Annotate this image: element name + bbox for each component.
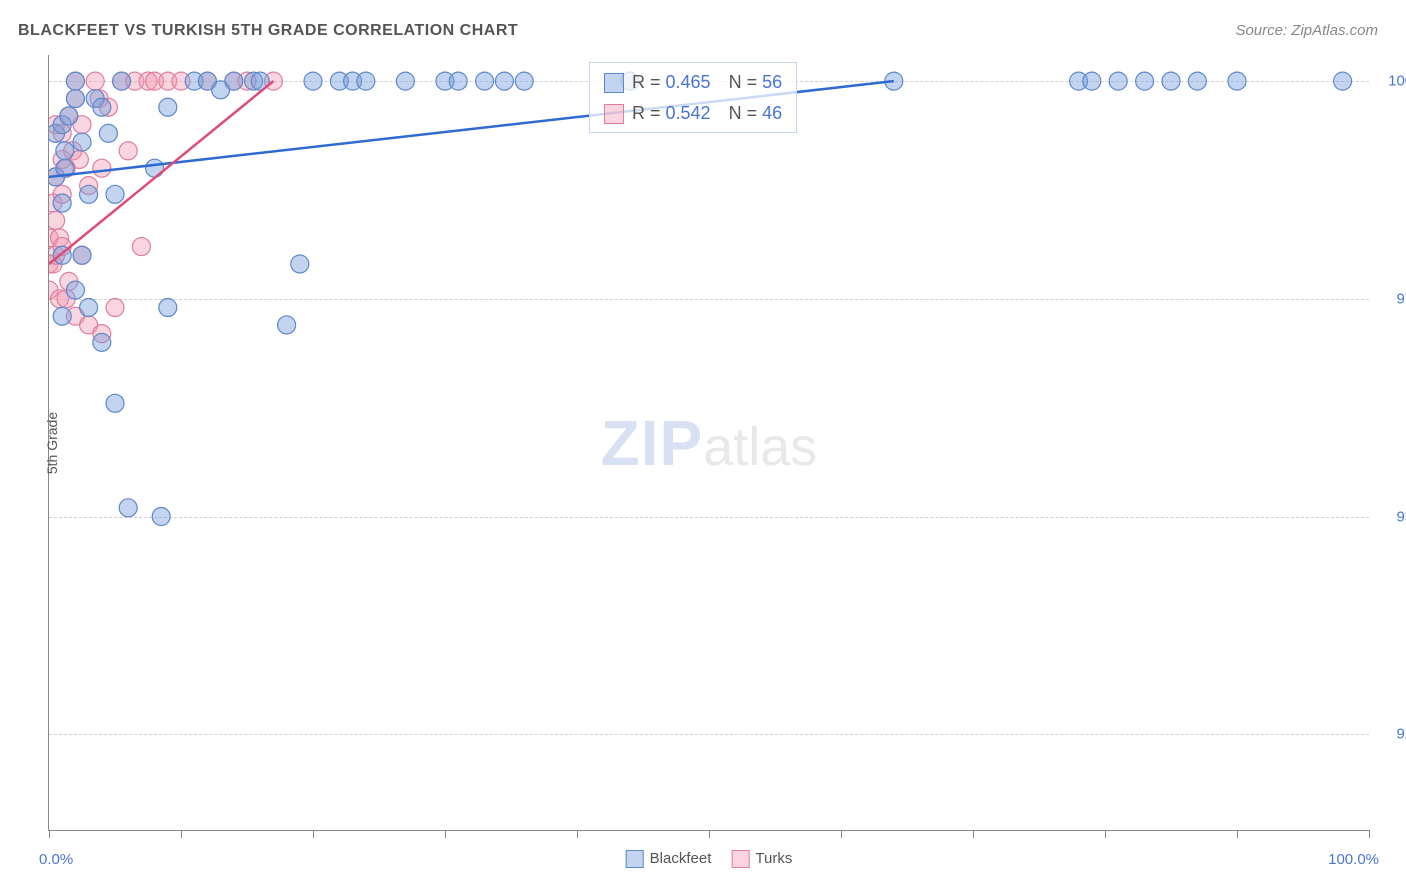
n-label: N =	[729, 103, 763, 123]
watermark: ZIPatlas	[601, 406, 818, 480]
y-tick-label: 95.0%	[1379, 508, 1406, 525]
stats-row: R = 0.542 N = 46	[604, 98, 782, 129]
watermark-zip: ZIP	[601, 407, 704, 479]
legend-label: Blackfeet	[650, 850, 712, 867]
chart-container: BLACKFEET VS TURKISH 5TH GRADE CORRELATI…	[0, 0, 1406, 892]
legend-swatch	[626, 850, 644, 868]
n-value: 46	[762, 103, 782, 123]
stats-swatch	[604, 104, 624, 124]
y-axis-title: 5th Grade	[44, 411, 60, 473]
n-value: 56	[762, 72, 782, 92]
legend-label: Turks	[755, 850, 792, 867]
stats-row: R = 0.465 N = 56	[604, 67, 782, 98]
x-axis-max-label: 100.0%	[1328, 851, 1379, 868]
y-tick-label: 92.5%	[1379, 726, 1406, 743]
chart-title: BLACKFEET VS TURKISH 5TH GRADE CORRELATI…	[18, 22, 518, 40]
stats-swatch	[604, 73, 624, 93]
watermark-atlas: atlas	[703, 417, 817, 477]
y-tick-label: 100.0%	[1379, 73, 1406, 90]
x-axis-min-label: 0.0%	[39, 851, 73, 868]
r-label: R =	[632, 72, 666, 92]
stats-box: R = 0.465 N = 56 R = 0.542 N = 46	[589, 62, 797, 133]
scatter-svg	[49, 55, 1369, 830]
r-value: 0.542	[666, 103, 711, 123]
r-value: 0.465	[666, 72, 711, 92]
source-label: Source: ZipAtlas.com	[1235, 22, 1378, 39]
n-label: N =	[729, 72, 763, 92]
legend-item: Turks	[731, 850, 792, 868]
plot-area: 5th Grade 92.5%95.0%97.5%100.0% ZIPatlas…	[48, 55, 1369, 831]
r-label: R =	[632, 103, 666, 123]
y-tick-label: 97.5%	[1379, 290, 1406, 307]
legend-item: Blackfeet	[626, 850, 712, 868]
legend-swatch	[731, 850, 749, 868]
legend: Blackfeet Turks	[626, 850, 793, 868]
